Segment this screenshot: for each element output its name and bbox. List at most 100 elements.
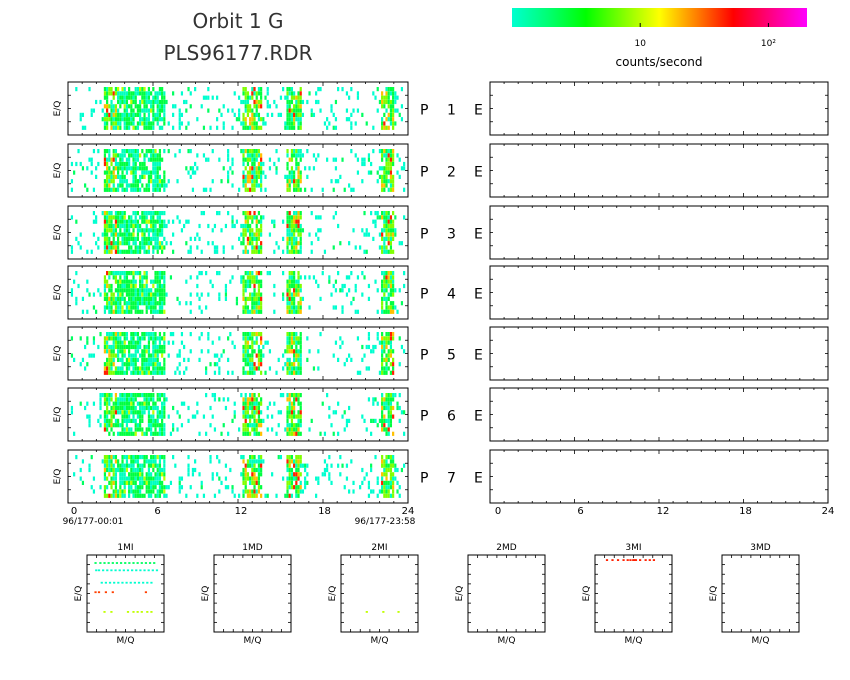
heatmap-cell	[341, 283, 344, 289]
e-q-axis-label: E/Q	[53, 101, 63, 117]
heatmap-cell	[330, 480, 333, 485]
heatmap-cell	[147, 476, 151, 481]
heatmap-cell	[178, 108, 181, 113]
heatmap-cell	[117, 166, 120, 171]
heatmap-cell	[136, 288, 140, 293]
heatmap-cell	[119, 161, 122, 167]
heatmap-cell	[130, 332, 133, 337]
heatmap-cell	[290, 349, 294, 354]
heatmap-cell	[224, 292, 228, 297]
heatmap-cell	[132, 476, 135, 481]
heatmap-cell	[112, 215, 115, 220]
heatmap-cell	[117, 153, 120, 158]
heatmap-cell	[383, 166, 386, 171]
heatmap-cell	[293, 349, 296, 354]
heatmap-cell	[101, 232, 104, 237]
heatmap-cell	[273, 309, 276, 314]
heatmap-cell	[249, 187, 252, 192]
heatmap-cell	[130, 249, 133, 254]
heatmap-cell	[154, 401, 157, 406]
heatmap-cell	[290, 410, 294, 415]
heatmap-cell	[394, 215, 397, 220]
x-tick-label: 6	[154, 506, 160, 517]
heatmap-cell	[158, 161, 162, 167]
heatmap-cell	[396, 405, 399, 411]
heatmap-cell	[114, 228, 118, 233]
heatmap-cell	[112, 353, 115, 358]
heatmap-cell	[103, 87, 107, 92]
heatmap-cell	[128, 283, 131, 289]
heatmap-cell	[286, 236, 289, 241]
heatmap-cell	[350, 187, 353, 192]
heatmap-cell	[323, 431, 327, 436]
heatmap-cell	[299, 393, 302, 398]
heatmap-cell	[211, 414, 214, 419]
heatmap-cell	[194, 467, 197, 473]
heatmap-cell	[253, 485, 256, 490]
heatmap-cell	[295, 463, 298, 468]
heatmap-cell	[356, 95, 360, 100]
heatmap-cell	[235, 117, 239, 122]
heatmap-cell	[299, 431, 302, 436]
heatmap-cell	[176, 179, 179, 184]
heatmap-cell	[383, 187, 386, 192]
heatmap-cell	[132, 344, 135, 350]
heatmap-cell	[253, 476, 256, 481]
heatmap-cell	[106, 463, 109, 468]
heatmap-cell	[218, 397, 221, 402]
heatmap-cell	[328, 472, 331, 477]
heatmap-cell	[396, 153, 399, 158]
heatmap-cell	[383, 463, 386, 468]
heatmap-cell	[73, 170, 76, 175]
heatmap-cell	[350, 357, 353, 362]
heatmap-cell	[139, 117, 142, 122]
heatmap-cell	[77, 149, 80, 154]
heatmap-cell	[257, 431, 261, 436]
heatmap-cell	[383, 179, 386, 184]
heatmap-cell	[207, 223, 210, 229]
heatmap-cell	[218, 296, 221, 301]
heatmap-cell	[244, 288, 247, 293]
heatmap-cell	[132, 397, 135, 402]
heatmap-cell	[134, 279, 137, 284]
heatmap-cell	[235, 296, 239, 301]
heatmap-cell	[251, 187, 254, 192]
heatmap-cell	[290, 232, 294, 237]
heatmap-cell	[139, 410, 142, 415]
panel-frame	[86, 554, 165, 633]
heatmap-cell	[222, 349, 225, 354]
heatmap-cell	[112, 476, 115, 481]
heatmap-cell	[295, 467, 298, 473]
heatmap-cell	[268, 166, 272, 171]
heatmap-cell	[117, 283, 120, 289]
heatmap-cell	[125, 271, 129, 276]
heatmap-cell	[251, 149, 254, 154]
heatmap-cell	[196, 401, 199, 406]
heatmap-cell	[341, 87, 344, 92]
heatmap-cell	[152, 401, 155, 406]
heatmap-cell	[293, 275, 296, 280]
heatmap-cell	[286, 215, 289, 220]
heatmap-cell	[163, 357, 166, 362]
heatmap-cell	[161, 418, 164, 423]
heatmap-cell	[156, 489, 159, 494]
heatmap-cell	[183, 99, 186, 105]
heatmap-cell	[185, 279, 188, 284]
colorbar-ticks: 10 10²	[634, 23, 776, 49]
heatmap-cell	[132, 472, 135, 477]
heatmap-cell	[147, 121, 151, 126]
heatmap-cell	[161, 104, 164, 109]
heatmap-cell	[387, 353, 390, 358]
heatmap-cell	[244, 427, 247, 432]
heatmap-cell	[163, 397, 166, 402]
heatmap-cell	[253, 121, 256, 126]
heatmap-cell	[152, 166, 155, 171]
heatmap-cell	[295, 292, 298, 297]
heatmap-cell	[385, 467, 388, 473]
heatmap-cell	[389, 87, 393, 92]
heatmap-cell	[112, 480, 115, 485]
heatmap-cell	[132, 174, 135, 179]
heatmap-cell	[293, 485, 296, 490]
heatmap-cell	[288, 309, 291, 314]
